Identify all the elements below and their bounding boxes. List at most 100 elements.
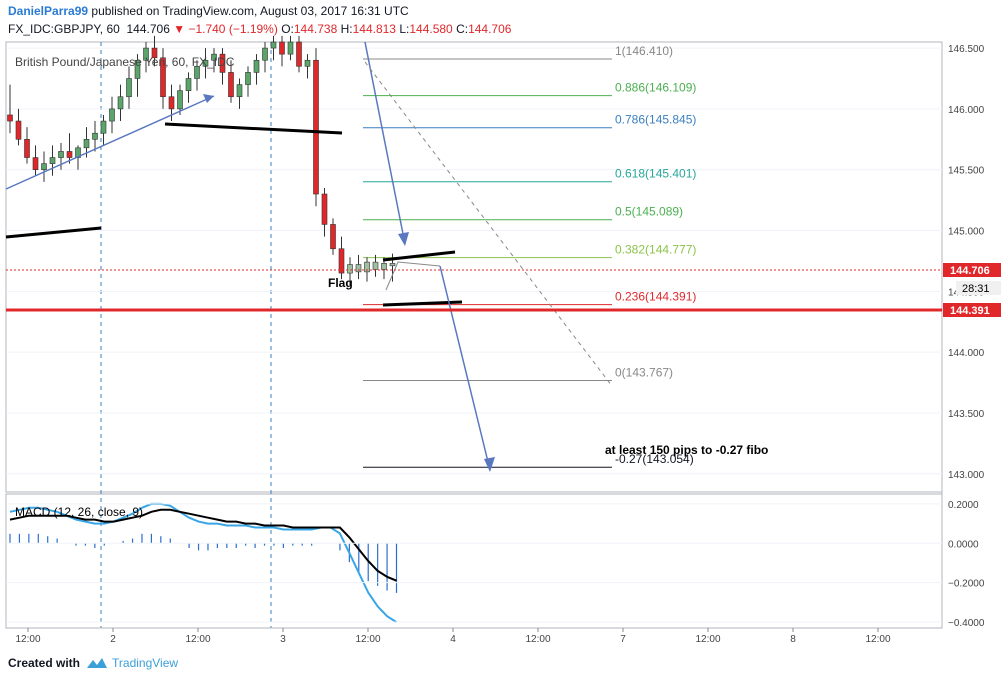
time-tick-label: 12:00 (525, 634, 550, 645)
time-tick-label: 3 (280, 634, 286, 645)
candle-bullish (185, 78, 192, 91)
close-label: C: (456, 22, 469, 36)
time-tick-label: 12:00 (695, 634, 720, 645)
target-arrow[interactable] (439, 265, 491, 471)
flag-annotation: Flag (328, 276, 353, 290)
chart-canvas[interactable]: 146.500146.000145.500145.000144.500144.0… (0, 0, 1002, 650)
candle-bearish (32, 157, 39, 171)
time-tick-label: 4 (450, 634, 456, 645)
arrow-head (398, 232, 409, 246)
time-tick-label: 8 (790, 634, 796, 645)
fib-trend-line (364, 61, 613, 387)
time-tick-label: 12:00 (15, 634, 40, 645)
support-price-tag-bg (943, 303, 1001, 317)
price-tick-label: 143.000 (948, 470, 985, 481)
time-tick-label: 7 (620, 634, 626, 645)
candle-bullish (364, 261, 370, 273)
macd-tick-label: 0.2000 (948, 500, 979, 511)
created-with-text: Created with (8, 656, 81, 670)
candle-bullish (58, 151, 64, 158)
support-line[interactable] (5, 226, 102, 239)
fib-level-label: 0(143.767) (615, 365, 673, 379)
candle-bearish (355, 264, 362, 273)
candle-bullish (245, 72, 251, 85)
last-price-tag: 144.706 (950, 265, 990, 277)
candle-bullish (109, 108, 115, 122)
candle-bullish (236, 84, 243, 98)
arrow-head (484, 457, 495, 472)
price-pane-border (5, 41, 943, 493)
trendline-up[interactable] (5, 95, 215, 190)
candle-bearish (389, 263, 396, 267)
candle-bearish (7, 114, 13, 122)
candle-bullish (177, 90, 183, 110)
signal-line (9, 508, 397, 582)
tradingview-brand-link[interactable]: TradingView (112, 656, 179, 670)
macd-line (9, 502, 398, 623)
candle-bullish (143, 47, 149, 61)
fib-level-label: 0.618(145.401) (615, 167, 696, 181)
candle-bullish (262, 47, 268, 61)
candle-bearish (338, 248, 345, 274)
candle-bullish (100, 120, 107, 134)
symbol-label: FX_IDC:GBPJPY, 60 (8, 22, 120, 36)
candle-bullish (287, 41, 294, 55)
price-tick-label: 144.000 (948, 348, 985, 359)
flag-top-line[interactable] (382, 250, 456, 262)
fib-level-label: 0.786(145.845) (615, 113, 696, 127)
candle-bullish (202, 59, 209, 67)
low-value: 144.580 (409, 22, 453, 36)
projection-arrow-down[interactable] (364, 41, 406, 245)
last-price-tag-bg (943, 263, 1001, 277)
fib-level-label: 1(146.410) (615, 44, 673, 58)
price-change: ▼ −1.740 (−1.19%) (173, 22, 278, 36)
candle-bullish (49, 157, 56, 164)
candle-bullish (347, 264, 353, 274)
macd-legend: MACD (12, 26, close, 9) (15, 505, 143, 519)
candle-bullish (381, 263, 387, 270)
candle-bullish (117, 96, 124, 110)
candle-bearish (296, 41, 302, 67)
fib-level-label: 0.5(145.089) (615, 205, 683, 219)
candle-bearish (219, 53, 226, 73)
candle-bearish (372, 261, 379, 270)
fib-level-label: 0.236(144.391) (615, 290, 696, 304)
candle-bearish (279, 41, 285, 55)
time-tick-label: 12:00 (865, 634, 890, 645)
author-link[interactable]: DanielParra99 (8, 4, 89, 18)
macd-tick-label: −0.2000 (948, 579, 985, 590)
candle-bullish (211, 53, 217, 61)
countdown-tag: 28:31 (962, 283, 990, 295)
candle-bullish (304, 59, 311, 67)
price-tick-label: 143.500 (948, 409, 985, 420)
candle-bullish (134, 59, 141, 79)
price-tick-label: 145.000 (948, 227, 985, 238)
candle-bearish (168, 96, 175, 110)
candle-bullish (253, 59, 260, 73)
candle-bullish (126, 78, 132, 98)
candle-bearish (24, 138, 30, 158)
flag-channel (385, 261, 441, 291)
price-tick-label: 146.500 (948, 44, 985, 55)
fib-level-label: 0.382(144.777) (615, 243, 696, 257)
quote-line: FX_IDC:GBPJPY, 60 144.706 ▼ −1.740 (−1.1… (8, 22, 511, 36)
candle-bearish (66, 151, 73, 158)
time-tick-label: 12:00 (185, 634, 210, 645)
time-tick-label: 12:00 (355, 634, 380, 645)
candle-bearish (313, 59, 319, 195)
candle-bullish (83, 138, 90, 149)
high-value: 144.813 (352, 22, 396, 36)
macd-tick-label: 0.0000 (948, 539, 979, 550)
macd-tick-label: −0.4000 (948, 618, 985, 629)
candle-bullish (41, 163, 47, 171)
price-tick-label: 146.000 (948, 105, 985, 116)
last-price: 144.706 (126, 22, 170, 36)
price-tick-label: 145.500 (948, 166, 985, 177)
open-value: 144.738 (293, 22, 338, 36)
candle-bullish (92, 132, 98, 140)
fib-level-label: -0.27(143.054) (615, 452, 694, 466)
time-tick-label: 2 (110, 634, 116, 645)
high-label: H: (340, 22, 353, 36)
resistance-line[interactable] (164, 122, 343, 135)
fib-level-label: 0.886(146.109) (615, 81, 696, 95)
